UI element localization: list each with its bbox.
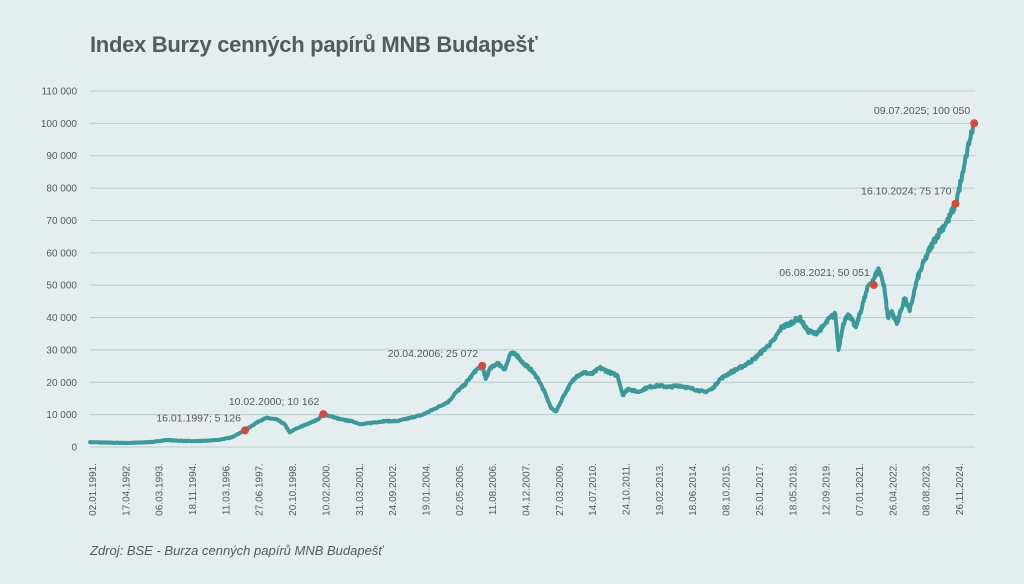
annotation-label: 20.04.2006; 25 072: [388, 348, 479, 360]
x-tick-label: 08.08.2023.: [922, 463, 933, 516]
x-tick-label: 24.09.2002.: [388, 463, 399, 516]
x-tick-label: 14.07.2010.: [588, 463, 599, 516]
x-tick-label: 02.01.1991.: [88, 463, 99, 516]
annotation-label: 09.07.2025; 100 050: [874, 105, 971, 117]
y-tick-label: 100 000: [41, 119, 78, 130]
series-group: [88, 121, 977, 446]
x-tick-label: 12.09.2019.: [822, 463, 833, 516]
x-tick-label: 04.12.2007.: [522, 463, 533, 516]
x-tick-label: 19.01.2004.: [421, 463, 432, 516]
y-axis-ticks: 0 10 000 20 000 30 000 40 000 50 000 60 000 70 …: [41, 87, 78, 454]
grid-lines: [90, 90, 975, 448]
x-tick-label: 31.03.2001.: [355, 463, 366, 516]
y-tick-label: 50 000: [46, 281, 77, 292]
highlight-marker: [240, 426, 249, 435]
index-line: [88, 121, 977, 446]
annotation-label: 16.01.1997; 5 126: [156, 412, 241, 424]
x-tick-label: 27.06.1997.: [255, 463, 266, 516]
x-tick-label: 11.08.2006.: [488, 463, 499, 515]
x-tick-label: 18.11.1994.: [188, 463, 199, 515]
x-tick-label: 24.10.2011.: [622, 463, 633, 515]
y-tick-label: 40 000: [46, 313, 77, 324]
annotation-label: 10.02.2000; 10 162: [229, 396, 320, 408]
x-tick-label: 26.11.2024.: [955, 463, 966, 515]
x-tick-label: 26.04.2022.: [888, 463, 899, 516]
x-tick-label: 20.10.1998.: [288, 463, 299, 516]
x-tick-label: 17.04.1992.: [121, 463, 132, 516]
y-tick-label: 10 000: [46, 410, 77, 421]
highlight-marker: [478, 361, 487, 370]
highlight-marker: [869, 281, 878, 290]
x-tick-label: 07.01.2021.: [855, 463, 866, 516]
y-tick-label: 70 000: [46, 216, 77, 227]
x-axis-ticks: 02.01.1991. 17.04.1992. 06.03.1993. 18.11.1…: [88, 463, 966, 516]
annotations-group: 16.01.1997; 5 126 10.02.2000; 10 162 20.04…: [156, 105, 979, 435]
highlight-marker: [970, 119, 979, 128]
x-tick-label: 02.05.2005.: [455, 463, 466, 516]
y-tick-label: 0: [71, 443, 77, 454]
y-tick-label: 80 000: [46, 184, 77, 195]
x-tick-label: 27.03.2009.: [555, 463, 566, 516]
highlight-marker: [951, 199, 960, 208]
x-tick-label: 19.02.2013.: [655, 463, 666, 516]
y-tick-label: 90 000: [46, 151, 77, 162]
x-tick-label: 18.06.2014.: [688, 463, 699, 516]
source-note: Zdroj: BSE - Burza cenných papírů MNB Bu…: [90, 543, 383, 558]
x-tick-label: 25.01.2017.: [755, 463, 766, 516]
annotation-label: 06.08.2021; 50 051: [779, 267, 870, 279]
y-tick-label: 60 000: [46, 248, 77, 259]
y-tick-label: 20 000: [46, 378, 77, 389]
highlight-marker: [319, 410, 328, 419]
x-tick-label: 18.05.2018.: [788, 463, 799, 516]
annotation-label: 16.10.2024; 75 170: [861, 186, 952, 198]
x-tick-label: 06.03.1993.: [155, 463, 166, 516]
y-tick-label: 110 000: [42, 87, 78, 98]
x-tick-label: 11.03.1996.: [221, 463, 232, 515]
y-tick-label: 30 000: [46, 345, 77, 356]
chart-title: Index Burzy cenných papírů MNB Budapešť: [90, 32, 538, 57]
x-tick-label: 10.02.2000.: [321, 463, 332, 516]
x-tick-label: 08.10.2015.: [722, 463, 733, 516]
